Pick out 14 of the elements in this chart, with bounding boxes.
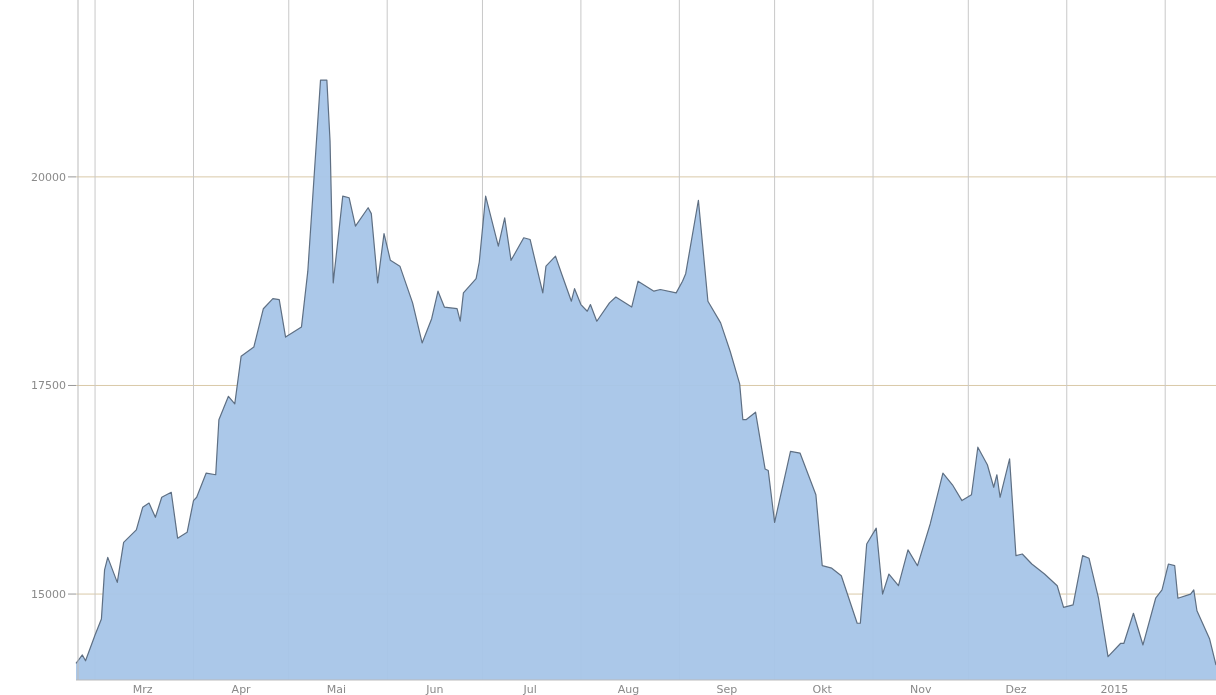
x-tick-label: Jul <box>522 683 537 695</box>
y-tick-label: 15000 <box>31 587 66 601</box>
x-tick-label: Mrz <box>132 683 153 695</box>
y-tick-label: 20000 <box>31 170 66 184</box>
x-tick-label: Aug <box>617 683 640 695</box>
x-tick-label: Mai <box>326 683 347 695</box>
x-tick-label: Nov <box>909 683 932 695</box>
y-tick-label: 17500 <box>31 379 66 393</box>
x-tick-label: Dez <box>1005 683 1027 695</box>
x-tick-label: Apr <box>231 683 252 695</box>
x-tick-label: Okt <box>812 683 833 695</box>
x-tick-label: Sep <box>716 683 738 695</box>
x-tick-label: Jun <box>425 683 444 695</box>
x-tick-label: 2015 <box>1100 683 1129 695</box>
